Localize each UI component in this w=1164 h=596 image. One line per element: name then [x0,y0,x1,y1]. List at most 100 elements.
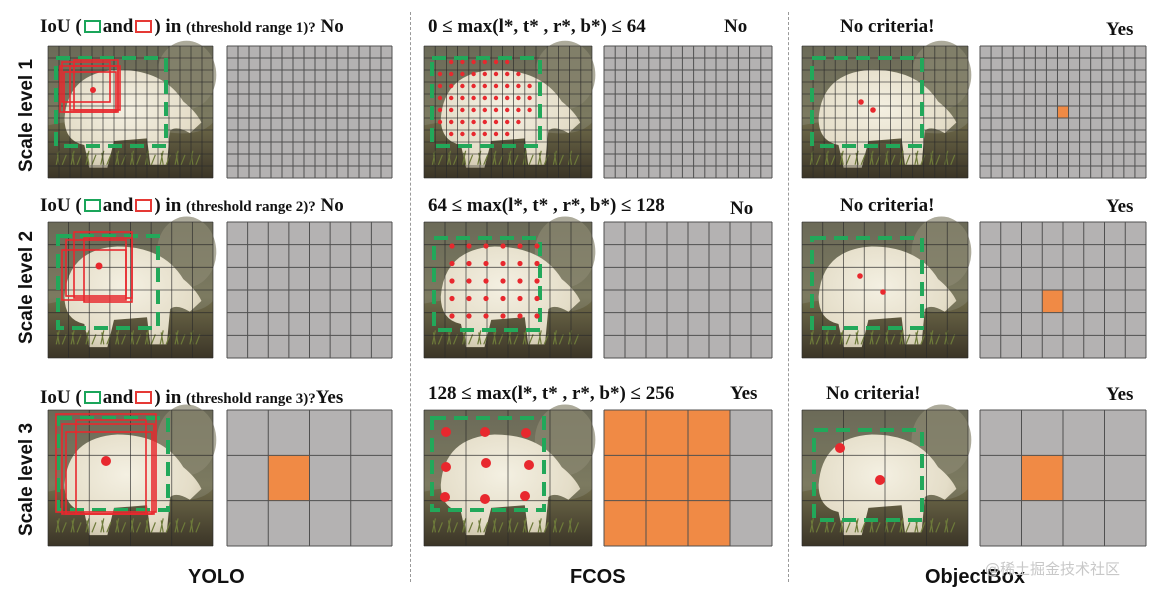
center-dot [500,243,506,249]
center-dot [449,71,454,77]
center-dot [500,260,506,267]
grass [839,150,851,166]
center-dot [466,313,472,319]
center-dot [460,71,465,77]
center-dot [500,313,506,319]
fcos-grid-2 [603,221,773,359]
green-box-icon [83,20,101,33]
separator-right [788,12,789,582]
center-dot [505,95,510,101]
grass [884,150,896,166]
grass [85,518,97,533]
center-dot [483,278,489,284]
objectbox-photo-2 [801,216,972,359]
center-dot [437,119,443,125]
bear [440,246,581,348]
center-dot [517,313,523,319]
center-dot [441,427,451,437]
center-dot [527,95,532,101]
center-dot [870,107,876,113]
center-dot [835,443,845,453]
grass [144,330,156,345]
grass [144,518,156,533]
center-dot [482,83,487,89]
fcos-grid-1 [603,45,773,179]
grass [462,330,474,345]
center-dot [493,131,499,137]
ground-truth-box [812,428,924,522]
green-box-icon [83,199,101,212]
grass [552,150,564,166]
center-dot [482,59,487,65]
center-dot [449,59,454,65]
grass [174,150,186,166]
center-dot [449,295,455,302]
center-dot [517,260,523,267]
fcos-criterion-1: 0 ≤ max(l*, t* , r*, b*) ≤ 64 [428,16,646,37]
anchor-box [83,237,133,303]
center-dot [534,295,540,302]
objectbox-criterion-2: No criteria! [840,195,935,216]
grass [159,150,171,166]
grass [174,518,186,533]
highlight-cell [688,455,730,501]
center-dot [460,131,465,137]
center-dot [460,83,465,89]
grass [854,518,866,533]
yolo-verdict-1: No [320,16,344,37]
separator-left [410,12,411,582]
grass [129,150,142,166]
bear [64,246,202,348]
anchor-box [59,65,119,113]
center-dot [471,71,476,77]
ground-truth-box [430,56,542,148]
fcos-criterion-3: 128 ≤ max(l*, t* , r*, b*) ≤ 256 [428,383,675,404]
grass [492,330,504,345]
center-dot [471,119,476,125]
center-dot [505,131,510,137]
yolo-header-1: IoU (and) in (threshold range 1)? No [40,16,344,37]
center-dot [534,278,540,284]
center-dot [880,289,886,295]
fcos-criterion-2: 64 ≤ max(l*, t* , r*, b*) ≤ 128 [428,195,665,216]
yolo-photo-1 [47,40,217,179]
center-dot [483,260,489,267]
grass [70,150,82,166]
center-dot [482,131,487,137]
grass [839,330,851,345]
objectbox-grid-3 [979,409,1147,547]
center-dot [493,119,499,125]
center-dot [516,83,521,89]
center-dot [516,71,521,77]
objectbox-verdict-2: Yes [1106,196,1134,217]
ground-truth-box [810,236,924,330]
grass [189,518,201,533]
grass [477,518,489,533]
anchor-box [61,61,111,103]
center-dot [505,59,510,65]
column-name-objectbox: ObjectBox [925,566,1026,588]
center-dot [500,278,506,284]
center-dot [449,260,455,267]
column-name-yolo: YOLO [188,566,245,588]
highlight-cell [646,455,688,501]
center-dot [449,83,454,89]
center-dot [460,107,465,113]
highlight-cell [646,410,688,456]
grass [129,518,142,533]
center-dot [460,95,465,101]
center-dot [482,107,487,113]
center-dot [534,243,540,249]
grass [70,330,82,345]
ground-truth-box [56,234,160,330]
center-dot [493,71,499,77]
watermark: @稀土掘金技术社区 [985,560,1121,578]
grass [552,518,564,533]
fcos-photo-1 [423,40,596,179]
center-dot [437,95,443,101]
yolo-photo-3 [47,404,217,547]
grid-background [227,46,392,178]
center-dot [449,107,454,113]
yolo-grid-2 [226,221,393,359]
red-box-icon [135,20,153,33]
